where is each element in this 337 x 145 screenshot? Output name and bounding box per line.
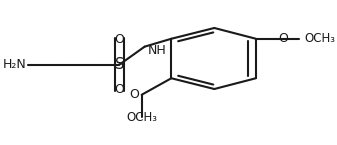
Text: O: O	[129, 88, 139, 101]
Text: S: S	[115, 57, 124, 72]
Text: H₂N: H₂N	[2, 58, 26, 71]
Text: O: O	[278, 32, 288, 45]
Text: OCH₃: OCH₃	[126, 110, 157, 124]
Text: OCH₃: OCH₃	[305, 32, 336, 45]
Text: O: O	[115, 83, 124, 96]
Text: O: O	[115, 33, 124, 46]
Text: NH: NH	[148, 44, 167, 57]
